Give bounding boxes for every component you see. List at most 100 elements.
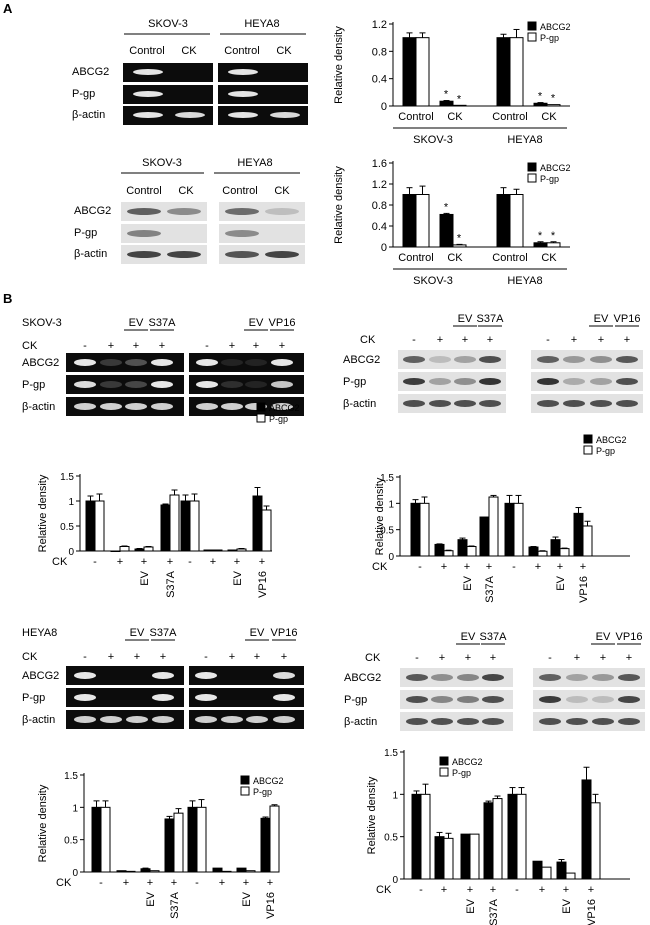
b-gel-strip (66, 353, 184, 372)
b-ck-sign: - (546, 334, 550, 346)
b-row-label: P-gp (344, 694, 367, 706)
b-gel-band (245, 359, 267, 366)
gel-strip (123, 85, 213, 104)
b-ck-sign: + (108, 340, 114, 352)
b-gel-band (100, 716, 122, 723)
b-wb-band (592, 674, 614, 681)
legend-label: ABCG2 (452, 757, 483, 767)
wb-strip (219, 224, 305, 243)
b-ck-sign: + (108, 651, 114, 663)
significance-star: * (551, 93, 556, 105)
b-ck-sign: + (437, 334, 443, 346)
bar-pgp (443, 550, 454, 557)
wb-lane-label: Control (222, 185, 257, 197)
b-gel-band (74, 403, 96, 410)
b-wb-band (479, 378, 501, 385)
b-gel-band (74, 381, 96, 388)
bar-pgp (452, 244, 467, 248)
b-ck-sign: + (279, 340, 285, 352)
legend-swatch (240, 786, 250, 796)
bar-pgp (541, 866, 552, 880)
b-chart-ck-sign: - (512, 561, 516, 573)
b-wb-band (563, 356, 585, 363)
b-gel-strip (66, 710, 184, 729)
y-tick-label: 0 (72, 868, 78, 879)
b-chart-ck-sign: + (234, 556, 240, 568)
bar-abcg2 (411, 793, 422, 880)
panel-label-a: A (3, 1, 13, 16)
b-chart-ck-label: CK (56, 877, 72, 889)
wb-band (127, 230, 161, 237)
legend-label: ABCG2 (253, 776, 284, 786)
b-chart-construct-label: EV (462, 575, 474, 590)
b-chart-construct-label: EV (555, 575, 567, 590)
bar-pgp (537, 550, 548, 557)
gel-band (228, 91, 258, 97)
y-tick-label: 1.2 (372, 179, 387, 191)
b-wb-strip (400, 712, 513, 731)
b-wb-band (406, 674, 428, 681)
bar-pgp (516, 793, 527, 880)
b-row-label: ABCG2 (344, 672, 381, 684)
bar-pgp (466, 546, 477, 557)
b-wb-strip (531, 350, 643, 369)
gel-lane-label: CK (276, 45, 292, 57)
b-wb-band (618, 674, 640, 681)
b-gel-band (100, 403, 122, 410)
y-tick-label: 0 (381, 242, 387, 254)
b-wb-band (454, 378, 476, 385)
b-wb-band (590, 400, 612, 407)
y-tick-label: 1 (72, 803, 78, 814)
bar-pgp (420, 793, 431, 880)
b-wb-strip (533, 668, 645, 687)
gel-cell-label: SKOV-3 (148, 18, 188, 30)
legend-swatch (527, 162, 537, 172)
b-chart-ck-sign: + (117, 556, 123, 568)
bar-abcg2 (91, 806, 102, 873)
b-vp16-label: VP16 (271, 627, 298, 639)
b-wb-strip (398, 394, 506, 413)
b-chart-ck-sign: - (419, 884, 423, 896)
bar-abcg2 (164, 818, 175, 873)
b-gel-strip (189, 688, 304, 707)
significance-star: * (551, 230, 556, 242)
b-wb-band (482, 696, 504, 703)
b-chart-ck-sign: + (259, 556, 265, 568)
b-wb-band (457, 696, 479, 703)
legend-label: P-gp (540, 33, 559, 43)
legend-swatch (439, 767, 449, 777)
y-tick-label: 1.5 (60, 472, 74, 483)
bar-pgp (236, 548, 247, 552)
b-ck-sign: + (133, 340, 139, 352)
b-wb-band (537, 400, 559, 407)
legend-label: P-gp (269, 414, 288, 424)
bar-abcg2 (227, 549, 238, 552)
b-wb-band (429, 400, 451, 407)
legend-label: ABCG2 (269, 403, 300, 413)
b-gel-band (74, 672, 96, 679)
y-tick-label: 0 (381, 101, 387, 113)
b-chart-construct-label: EV (232, 570, 244, 585)
b-chart-ck-sign: + (580, 561, 586, 573)
b-s37a-label: S37A (480, 631, 508, 643)
b-ck-sign: + (487, 334, 493, 346)
x-group-label: SKOV-3 (413, 275, 453, 287)
b-wb-strip (400, 690, 513, 709)
b-wb-band (563, 378, 585, 385)
b-gel-strip (66, 688, 184, 707)
b-wb-band (479, 400, 501, 407)
bar-pgp (125, 870, 136, 873)
y-axis-label: Relative density (37, 474, 49, 552)
y-tick-label: 1.5 (380, 473, 394, 484)
b-wb-band (431, 696, 453, 703)
b-gel-band (126, 716, 148, 723)
bar-abcg2 (402, 194, 417, 248)
bar-pgp (513, 502, 524, 557)
b-wb-band (590, 356, 612, 363)
wb-strip (121, 202, 207, 221)
significance-star: * (457, 232, 462, 244)
bar-pgp (173, 812, 184, 873)
y-tick-label: 0.5 (380, 526, 394, 537)
b-chart-construct-label: S37A (484, 575, 496, 603)
bar-abcg2 (532, 860, 543, 880)
